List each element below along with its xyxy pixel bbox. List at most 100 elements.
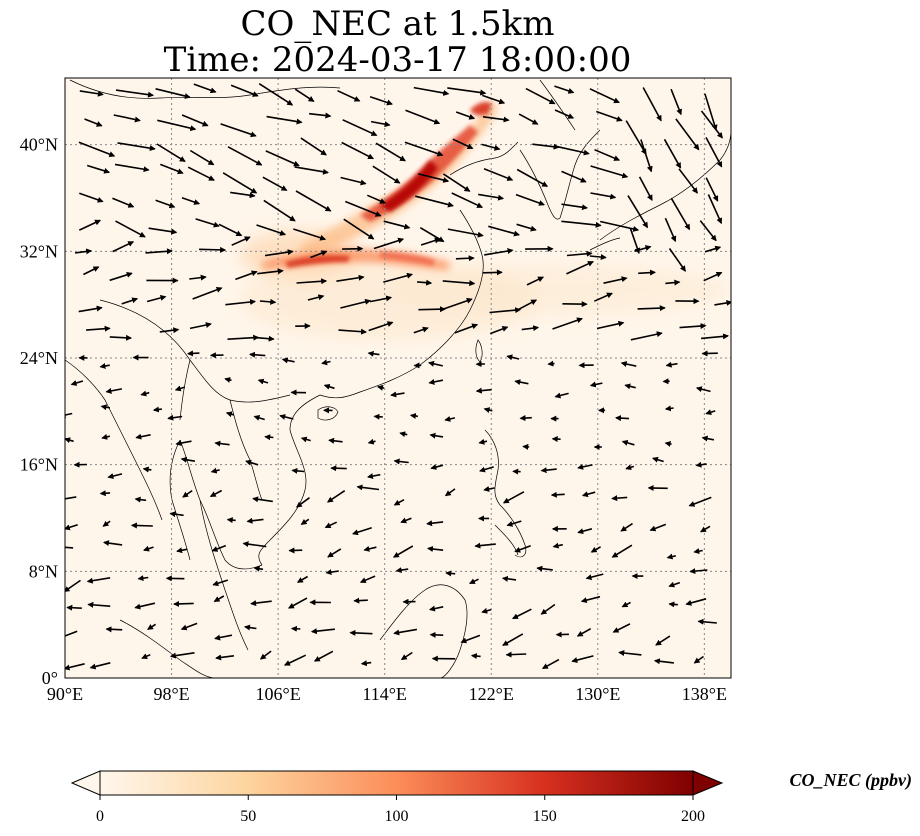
wind-arrow [526, 276, 545, 286]
wind-arrow [705, 177, 719, 202]
wind-arrow [155, 199, 176, 209]
wind-arrow [256, 224, 287, 236]
wind-arrow [594, 148, 621, 161]
wind-arrow [222, 172, 258, 194]
wind-arrow [615, 415, 630, 422]
wind-arrow [413, 86, 450, 96]
wind-arrow [84, 118, 103, 127]
wind-arrow [653, 658, 674, 665]
wind-arrow [442, 280, 476, 287]
wind-arrow [392, 545, 414, 558]
wind-arrow [393, 628, 418, 636]
wind-arrow [227, 334, 260, 341]
wind-arrow [78, 305, 103, 313]
wind-arrow [668, 601, 678, 608]
wind-arrow [444, 416, 456, 422]
wind-arrow [65, 546, 74, 549]
wind-arrow [195, 218, 220, 228]
colorbar-tick-label: 50 [240, 808, 256, 825]
wind-arrow [670, 197, 691, 231]
wind-arrow [253, 415, 265, 421]
wind-arrow [187, 350, 200, 357]
wind-arrow [313, 650, 334, 662]
map-frame [64, 77, 732, 679]
wind-arrow [65, 630, 78, 637]
wind-arrow [664, 217, 677, 243]
wind-arrow [593, 292, 613, 302]
wind-arrow [522, 443, 530, 450]
wind-arrow [182, 489, 193, 498]
wind-arrow [481, 143, 501, 151]
wind-arrow [638, 176, 653, 201]
wind-arrow [155, 88, 191, 99]
wind-arrow [300, 518, 310, 525]
wind-arrow [140, 390, 150, 397]
wind-arrow [455, 255, 475, 262]
wind-arrow [705, 137, 723, 168]
wind-arrow [502, 633, 524, 646]
lat-tick-label: 40°N [20, 135, 58, 155]
wind-arrow [629, 227, 641, 255]
wind-arrow [105, 626, 123, 633]
wind-arrow [634, 245, 652, 252]
wind-arrow [390, 391, 405, 398]
wind-arrow [107, 473, 123, 479]
lon-tick-label: 98°E [153, 684, 189, 704]
wind-arrow [367, 350, 380, 357]
wind-arrow [589, 88, 620, 104]
wind-arrow [230, 191, 256, 199]
wind-arrow [283, 654, 307, 666]
wind-arrow [383, 220, 411, 230]
wind-arrow [478, 193, 505, 201]
wind-arrow [703, 271, 723, 282]
wind-arrow [256, 335, 275, 342]
wind-arrow [78, 141, 116, 157]
wind-arrow [577, 528, 593, 535]
wind-arrow [699, 220, 717, 242]
wind-arrow [169, 652, 195, 659]
colorbar-gradient [99, 770, 694, 796]
wind-arrow [295, 497, 310, 508]
wind-arrow [580, 595, 601, 604]
wind-arrow [89, 662, 111, 670]
wind-arrow [474, 542, 496, 549]
wind-arrow [501, 575, 517, 582]
wind-arrow [103, 540, 123, 547]
wind-arrow [590, 546, 602, 553]
wind-arrow [244, 624, 257, 631]
wind-arrow [555, 145, 590, 156]
colorbar: 0 50 100 150 200 [70, 770, 724, 825]
wind-arrow [300, 137, 327, 156]
wind-arrow [189, 274, 207, 281]
wind-arrow [488, 225, 520, 237]
wind-arrow [294, 88, 315, 102]
wind-arrow [621, 439, 635, 446]
wind-arrow [483, 407, 493, 414]
wind-arrow [121, 297, 139, 305]
wind-arrow [181, 114, 209, 127]
wind-arrow [213, 595, 225, 603]
lon-tick-label: 114°E [362, 684, 407, 704]
wind-arrow [230, 84, 259, 97]
wind-arrow [100, 404, 111, 411]
wind-arrow [554, 392, 569, 399]
wind-arrow [74, 248, 93, 255]
wind-arrow [561, 220, 602, 228]
wind-arrow [611, 544, 633, 558]
wind-arrow [114, 163, 150, 173]
wind-arrow [693, 548, 703, 555]
wind-arrow [521, 325, 540, 332]
wind-arrow [540, 603, 556, 615]
wind-arrow [295, 190, 332, 212]
wind-arrow [359, 575, 376, 583]
wind-arrow [611, 495, 628, 502]
wind-arrow [134, 602, 156, 610]
wind-arrow [482, 116, 510, 123]
wind-arrow [561, 203, 588, 211]
map-subtitle-time: Time: 2024-03-17 18:00:00 [163, 40, 632, 80]
wind-arrow [167, 414, 183, 421]
wind-arrow [105, 387, 123, 394]
wind-arrow [429, 432, 444, 439]
wind-arrow [224, 377, 232, 383]
wind-arrow [112, 197, 135, 208]
